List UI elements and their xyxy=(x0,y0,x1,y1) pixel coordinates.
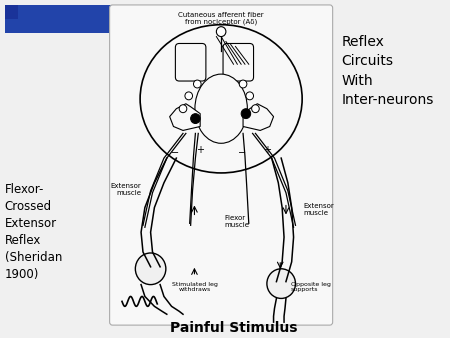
Circle shape xyxy=(191,114,200,123)
Text: Extensor
muscle: Extensor muscle xyxy=(303,202,334,216)
FancyBboxPatch shape xyxy=(110,5,333,325)
Circle shape xyxy=(239,80,247,88)
Text: +: + xyxy=(263,145,271,155)
Text: Opposite leg
supports: Opposite leg supports xyxy=(291,282,331,292)
Text: Stimulated leg
withdraws: Stimulated leg withdraws xyxy=(171,282,217,292)
Text: Flexor
muscle: Flexor muscle xyxy=(224,215,249,228)
Bar xyxy=(5,5,18,19)
FancyBboxPatch shape xyxy=(176,44,206,81)
Circle shape xyxy=(194,80,201,88)
Circle shape xyxy=(246,92,253,100)
Circle shape xyxy=(185,92,193,100)
Polygon shape xyxy=(170,104,200,130)
Circle shape xyxy=(216,27,226,37)
Text: −: − xyxy=(238,148,246,158)
Text: +: + xyxy=(196,145,204,155)
Bar xyxy=(5,5,119,32)
Circle shape xyxy=(267,269,296,298)
FancyBboxPatch shape xyxy=(223,44,253,81)
Polygon shape xyxy=(243,104,274,130)
Text: Flexor-
Crossed
Extensor
Reflex
(Sheridan
1900): Flexor- Crossed Extensor Reflex (Sherida… xyxy=(5,183,62,281)
Circle shape xyxy=(179,105,187,113)
Circle shape xyxy=(252,105,259,113)
Ellipse shape xyxy=(195,74,248,143)
Text: Extensor
muscle: Extensor muscle xyxy=(110,183,141,196)
Text: Cutaneous afferent fiber
from nociceptor (Aδ): Cutaneous afferent fiber from nociceptor… xyxy=(178,12,264,25)
Text: −: − xyxy=(171,148,180,158)
Ellipse shape xyxy=(140,25,302,173)
Circle shape xyxy=(241,109,251,119)
Text: Reflex
Circuits
With
Inter-neurons: Reflex Circuits With Inter-neurons xyxy=(341,34,434,107)
Circle shape xyxy=(135,253,166,285)
Text: Painful Stimulus: Painful Stimulus xyxy=(170,321,297,335)
